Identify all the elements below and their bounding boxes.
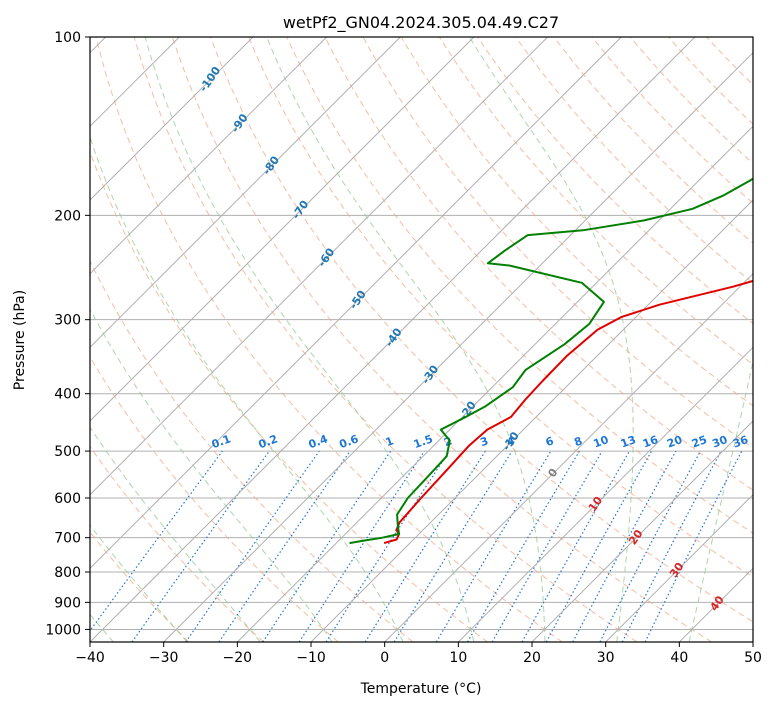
x-tick-label: −30 bbox=[149, 650, 179, 666]
dry-adiabat bbox=[95, 37, 563, 642]
x-tick-label: 30 bbox=[597, 650, 615, 666]
isotherm-line bbox=[531, 420, 753, 642]
dry-adiabat bbox=[90, 445, 264, 642]
mixing-ratio-label: 1 bbox=[384, 434, 396, 449]
x-tick-label: −10 bbox=[296, 650, 326, 666]
mixing-ratio-label: 20 bbox=[665, 433, 684, 451]
isotherm-line bbox=[384, 272, 753, 642]
mixing-ratio-line bbox=[521, 450, 631, 642]
mixing-ratio-label: 0.6 bbox=[338, 432, 361, 451]
isotherm-line bbox=[90, 37, 254, 201]
x-axis: −40 −30 −20 −10 0 10 20 30 40 50 bbox=[75, 642, 762, 666]
isotherm-line bbox=[90, 37, 475, 422]
mixing-ratio-line bbox=[185, 450, 320, 642]
mixing-ratio-label: 25 bbox=[690, 433, 709, 450]
moist-adiabat bbox=[90, 135, 404, 642]
mixing-ratio-label: 30 bbox=[710, 433, 729, 451]
dewpoint-profile-line bbox=[349, 177, 753, 545]
isotherm-line bbox=[310, 199, 753, 642]
isotherm-line bbox=[90, 37, 622, 570]
isotherm-line bbox=[605, 493, 753, 642]
dry-adiabat bbox=[248, 37, 753, 578]
dry-adiabat bbox=[286, 37, 753, 534]
isotherm-line bbox=[457, 346, 753, 642]
mixing-ratio-line bbox=[298, 450, 425, 642]
temperature-profile-line bbox=[383, 279, 753, 545]
isotherm-line bbox=[90, 37, 696, 642]
mixing-ratio-line bbox=[90, 450, 223, 632]
mixing-ratio-line bbox=[545, 450, 653, 642]
mixing-ratio-label: 4 bbox=[505, 434, 517, 449]
y-axis-title: Pressure (hPa) bbox=[12, 290, 28, 390]
mixing-ratio-line bbox=[393, 450, 513, 642]
x-axis-title: Temperature (°C) bbox=[360, 681, 482, 697]
x-tick-label: −20 bbox=[223, 650, 253, 666]
mixing-ratio-label: 1.5 bbox=[412, 432, 435, 451]
moist-adiabat bbox=[688, 358, 753, 642]
moist-adiabat bbox=[144, 37, 475, 642]
isotherm-line bbox=[90, 37, 328, 275]
mixing-ratio-line bbox=[644, 450, 743, 642]
moist-adiabat bbox=[90, 524, 188, 642]
mixing-ratio-line bbox=[572, 450, 677, 642]
y-tick-label: 300 bbox=[54, 313, 81, 329]
x-tick-label: 40 bbox=[670, 650, 688, 666]
mixing-ratio-line bbox=[262, 450, 392, 642]
mixing-ratio-line bbox=[218, 450, 351, 642]
plot-background-lines bbox=[90, 37, 753, 642]
y-tick-label: 800 bbox=[54, 565, 81, 581]
isotherm-line bbox=[90, 37, 401, 349]
mixing-ratio-label: 10 bbox=[592, 433, 611, 451]
plot-series bbox=[349, 177, 753, 545]
y-tick-label: 600 bbox=[54, 491, 81, 507]
mixing-ratio-label: 2 bbox=[442, 434, 454, 449]
mixing-ratio-label: 13 bbox=[619, 433, 638, 450]
plot-annotation-labels: 0.1 0.2 0.4 0.6 1 1.5 2 3 4 6 8 10 13 16 20 25 30 36-100-… bbox=[197, 64, 751, 614]
dry-adiabat bbox=[90, 259, 414, 642]
dry-adiabat bbox=[90, 356, 339, 642]
mixing-ratio-label: 16 bbox=[641, 433, 660, 451]
y-tick-label: 500 bbox=[54, 444, 81, 460]
dry-adiabat bbox=[133, 37, 638, 642]
mixing-ratio-label: 3 bbox=[478, 434, 490, 449]
isotherm-line bbox=[236, 125, 753, 642]
x-tick-label: 50 bbox=[744, 650, 762, 666]
y-tick-label: 400 bbox=[54, 387, 81, 403]
x-tick-label: 10 bbox=[449, 650, 467, 666]
plot-frame bbox=[89, 36, 754, 643]
mixing-ratio-label: 6 bbox=[544, 434, 556, 449]
x-tick-label: −40 bbox=[75, 650, 105, 666]
mixing-ratio-line bbox=[325, 450, 450, 642]
chart-title: wetPf2_GN04.2024.305.04.49.C27 bbox=[283, 13, 559, 33]
y-tick-label: 100 bbox=[54, 30, 81, 46]
mixing-ratio-label: 36 bbox=[731, 433, 750, 451]
dry-adiabat bbox=[324, 37, 753, 491]
mixing-ratio-label: 0.4 bbox=[307, 432, 330, 451]
x-tick-label: 0 bbox=[380, 650, 389, 666]
isotherm-line bbox=[90, 37, 549, 496]
dry-adiabat bbox=[171, 37, 712, 642]
dry-adiabat bbox=[210, 37, 753, 623]
moist-adiabat bbox=[90, 426, 261, 642]
isotherm-line bbox=[163, 51, 753, 642]
mixing-ratio-label: 0.1 bbox=[210, 432, 233, 451]
y-axis: 100 200 300 400 500 600 700 800 900 1000 bbox=[45, 30, 90, 638]
mixing-ratio-label: 0.2 bbox=[257, 432, 280, 451]
y-tick-label: 1000 bbox=[45, 622, 81, 638]
x-tick-label: 20 bbox=[523, 650, 541, 666]
y-tick-label: 700 bbox=[54, 531, 81, 547]
y-tick-label: 900 bbox=[54, 595, 81, 611]
moist-adiabat bbox=[266, 37, 546, 642]
y-tick-label: 200 bbox=[54, 208, 81, 224]
mixing-ratio-line bbox=[131, 450, 270, 642]
moist-adiabat bbox=[90, 308, 333, 642]
mixing-ratio-label: 8 bbox=[572, 434, 584, 449]
